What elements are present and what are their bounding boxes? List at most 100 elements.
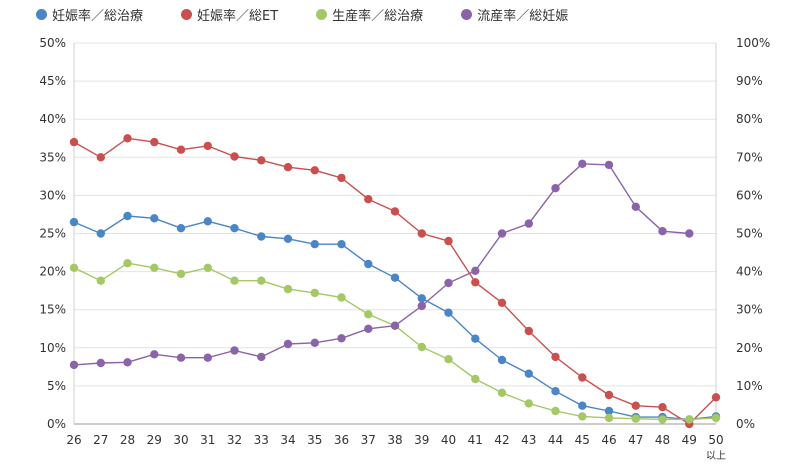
axes	[73, 43, 717, 425]
data-point	[390, 321, 400, 330]
data-point	[257, 352, 266, 362]
x-tick-label: 50	[708, 433, 723, 447]
y2-tick-label: 0%	[736, 417, 755, 431]
y-tick-label: 45%	[39, 74, 66, 88]
x-tick-label: 34	[280, 433, 295, 447]
data-point	[551, 406, 560, 416]
data-point	[631, 401, 640, 410]
y2-tick-label: 60%	[736, 188, 763, 202]
x-tick-label: 32	[227, 433, 242, 447]
data-point	[176, 145, 186, 154]
data-point	[604, 413, 614, 423]
x-tick-label: 45	[575, 433, 590, 447]
data-point	[390, 207, 400, 216]
x-tick-label: 31	[200, 433, 215, 447]
x-tick-label: 39	[414, 433, 429, 447]
data-point	[524, 369, 533, 378]
data-point	[604, 160, 614, 170]
data-point	[283, 163, 293, 172]
tick-labels: 0% 0% 5% 10% 10% 20% 15% 30% 20% 40% 25% 50% 30% 60% 3…	[39, 36, 770, 462]
data-point	[551, 352, 560, 362]
legend-swatch-icon	[181, 8, 193, 20]
data-point	[123, 259, 132, 268]
data-point	[337, 173, 346, 183]
data-point	[444, 278, 453, 288]
data-point	[364, 195, 373, 204]
x-tick-label: 41	[468, 433, 483, 447]
x-tick-label: 49	[682, 433, 697, 447]
y-tick-label: 20%	[39, 265, 66, 279]
data-point	[176, 269, 186, 279]
y2-tick-label: 40%	[736, 265, 763, 279]
x-tick-label: 26	[66, 433, 81, 447]
legend-item-live-birth-per-treatment: 生産率／総治療	[316, 5, 423, 24]
data-point	[578, 373, 587, 382]
y-tick-label: 30%	[39, 188, 66, 202]
data-point	[551, 387, 560, 396]
data-point	[658, 415, 667, 424]
data-point	[230, 276, 239, 285]
data-point	[524, 219, 533, 228]
legend-swatch-icon	[461, 8, 473, 20]
data-point	[150, 350, 159, 359]
data-point	[685, 229, 694, 238]
data-point	[123, 358, 132, 367]
data-point	[123, 211, 132, 221]
x-tick-sublabel: 以上	[706, 450, 726, 462]
y2-tick-label: 90%	[736, 74, 763, 88]
data-point	[631, 202, 640, 211]
y-tick-label: 5%	[47, 379, 66, 393]
legend-swatch-icon	[316, 8, 328, 20]
x-tick-label: 44	[548, 433, 563, 447]
x-tick-label: 38	[387, 433, 402, 447]
legend-item-pregnancy-per-treatment: 妊娠率／総治療	[36, 5, 143, 24]
y2-tick-label: 30%	[736, 303, 763, 317]
data-point	[96, 153, 106, 162]
data-point	[417, 229, 426, 238]
data-point	[230, 224, 239, 233]
x-tick-label: 35	[307, 433, 322, 447]
data-point	[524, 399, 533, 408]
data-point	[524, 326, 533, 336]
data-point	[257, 156, 266, 165]
y2-tick-label: 20%	[736, 341, 763, 355]
data-point	[96, 276, 106, 285]
legend-label: 妊娠率／総ET	[197, 8, 279, 24]
data-point	[497, 229, 507, 238]
data-point	[471, 374, 480, 384]
y-tick-label: 25%	[39, 227, 66, 241]
y-tick-label: 15%	[39, 303, 66, 317]
data-point	[658, 227, 667, 236]
data-point	[497, 298, 507, 307]
data-point	[444, 308, 453, 317]
data-point	[69, 137, 79, 147]
y-tick-label: 50%	[39, 36, 66, 50]
series-lines	[69, 134, 721, 429]
data-point	[283, 234, 293, 243]
legend-item-pregnancy-per-et: 妊娠率／総ET	[181, 5, 279, 24]
data-point	[578, 401, 587, 410]
data-point	[203, 353, 212, 362]
data-point	[497, 388, 507, 397]
data-point	[337, 240, 346, 249]
data-point	[96, 358, 106, 368]
data-point	[417, 294, 426, 303]
data-point	[631, 414, 640, 423]
data-point	[150, 263, 159, 272]
x-tick-label: 43	[521, 433, 536, 447]
data-point	[711, 393, 721, 402]
y-tick-label: 35%	[39, 150, 66, 164]
data-point	[310, 288, 319, 298]
data-point	[364, 324, 373, 333]
data-point	[150, 214, 159, 223]
data-point	[364, 310, 373, 319]
legend-swatch-icon	[36, 8, 47, 20]
data-point	[69, 360, 79, 370]
series-line	[73, 163, 690, 366]
x-tick-label: 46	[601, 433, 616, 447]
legend-item-miscarriage-per-pregnancy: 流産率／総妊娠	[461, 5, 568, 24]
data-point	[230, 346, 239, 355]
x-tick-label: 48	[655, 433, 670, 447]
